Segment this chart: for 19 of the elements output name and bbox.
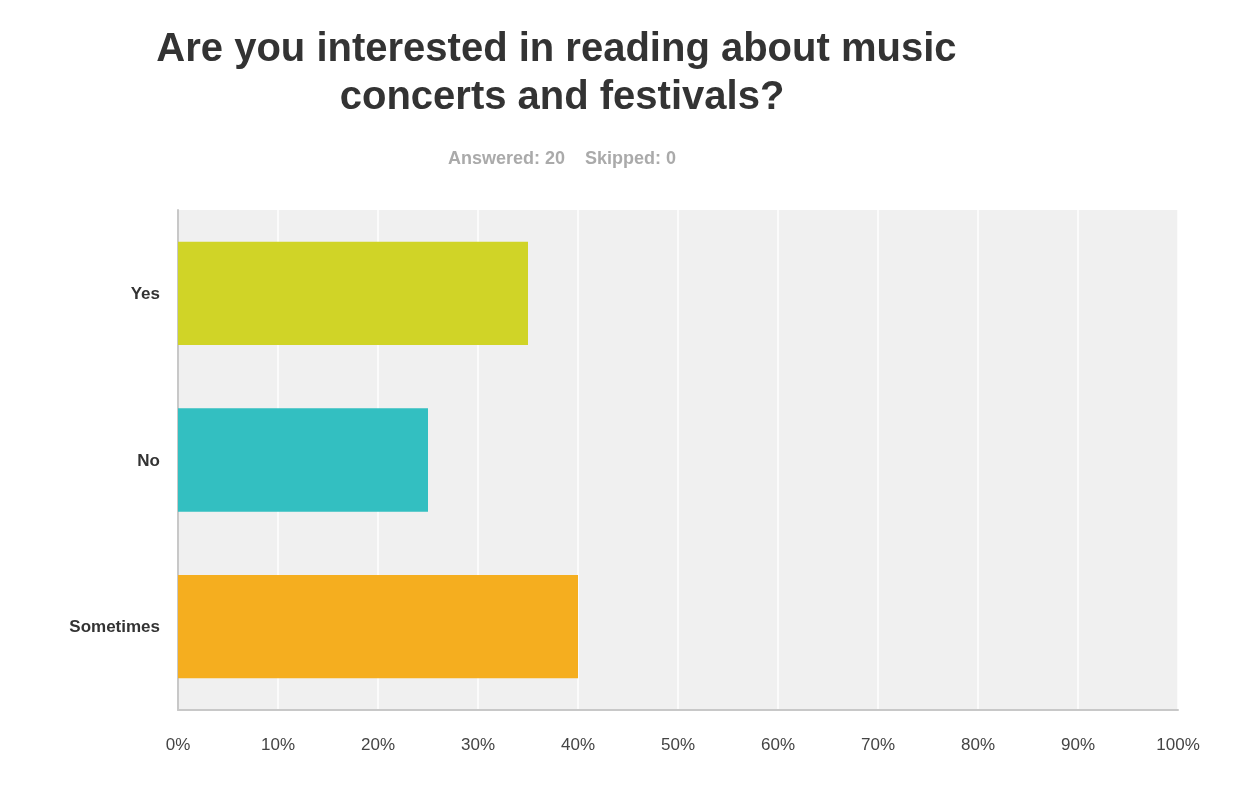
x-tick-label: 60% <box>760 735 796 754</box>
chart-subtitle: Answered: 20 Skipped: 0 <box>447 148 677 168</box>
x-tick-label: 80% <box>960 735 996 754</box>
bar <box>178 575 578 679</box>
x-tick-label: 40% <box>560 735 596 754</box>
x-tick-label: 70% <box>860 735 896 754</box>
y-tick-label: No <box>137 450 160 470</box>
y-tick-label: Yes <box>130 283 160 303</box>
x-tick-label: 50% <box>660 735 696 754</box>
bar <box>178 241 528 345</box>
x-tick-label: 20% <box>360 735 396 754</box>
x-tick-label: 30% <box>460 735 496 754</box>
x-tick-label: 10% <box>260 735 296 754</box>
chart-title: Are you interested in reading about music concerts and festivals? <box>156 25 968 117</box>
x-tick-label: 90% <box>1060 735 1096 754</box>
x-tick-label: 100% <box>1156 735 1200 754</box>
y-tick-label: Sometimes <box>69 617 160 637</box>
bar <box>178 408 428 512</box>
x-tick-label: 0% <box>165 735 191 754</box>
